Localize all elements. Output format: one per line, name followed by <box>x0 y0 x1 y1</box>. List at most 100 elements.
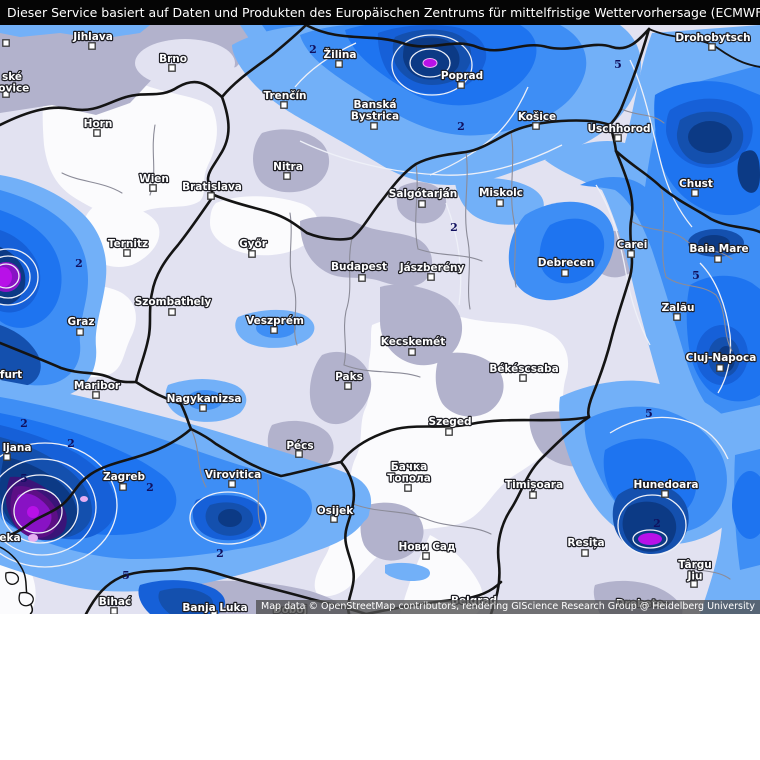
city-label: Budapest <box>331 261 387 273</box>
city-label: Virovitica <box>205 469 261 481</box>
contour-value-label: 5 <box>122 569 130 582</box>
city-label: Osijek <box>317 505 354 517</box>
city-marker <box>404 484 412 492</box>
snow-contour-lines <box>0 34 732 568</box>
city-label: Debrecen <box>538 257 594 269</box>
city-marker <box>532 122 540 130</box>
contour-value-label: 2 <box>75 257 83 270</box>
city-label: Resița <box>567 537 604 549</box>
city-marker <box>248 250 256 258</box>
city-label: Salgótarján <box>389 188 457 200</box>
city-marker <box>519 374 527 382</box>
city-label: Poprad <box>441 70 483 82</box>
city-marker <box>581 549 589 557</box>
city-marker <box>92 391 100 399</box>
city-label: eka <box>0 532 21 544</box>
city-label: Bratislava <box>182 181 242 193</box>
city-marker <box>708 43 716 51</box>
contour-labels: 2 5 2 2 2 5 2 2 5 2 2 5 5 2 <box>20 43 700 582</box>
secondary-borders <box>648 28 760 68</box>
coastline <box>0 546 34 614</box>
city-marker <box>529 491 537 499</box>
contour-value-label: 2 <box>653 517 661 530</box>
city-label: Uschhorod <box>587 123 650 135</box>
city-label: Jászberény <box>399 262 465 274</box>
service-banner-text: Dieser Service basiert auf Daten und Pro… <box>7 5 760 20</box>
city-label: Jiu <box>687 571 703 583</box>
city-label: Cluj-Napoca <box>686 352 757 364</box>
contour-value-label: 5 <box>645 407 653 420</box>
city-label: Jihlava <box>72 31 113 43</box>
city-marker <box>199 404 207 412</box>
city-label: Timișoara <box>505 479 563 491</box>
city-label: Wien <box>139 173 169 185</box>
city-marker <box>270 326 278 334</box>
city-marker <box>207 192 215 200</box>
admin-borders <box>61 108 733 580</box>
city-marker <box>690 580 698 588</box>
banat-snow-region <box>559 380 760 614</box>
city-label: Nagykanizsa <box>167 393 242 405</box>
city-label: Kecskemét <box>381 336 445 348</box>
city-label: Veszprém <box>246 315 304 327</box>
city-label: Banja Luka <box>182 602 247 614</box>
contour-value-label: 2 <box>20 417 28 430</box>
city-marker <box>716 364 724 372</box>
contour-value-label: 2 <box>457 120 465 133</box>
map-attribution: Map data © OpenStreetMap contributors, r… <box>256 600 760 614</box>
country-borders <box>0 25 760 614</box>
city-label: furt <box>0 369 22 381</box>
map-container: 2 5 2 2 2 5 2 2 5 2 2 5 5 2 Jihlava skéjovice Brno Žilin… <box>0 25 760 614</box>
city-marker <box>627 250 635 258</box>
city-marker <box>370 122 378 130</box>
slovakia-snow-region <box>232 25 641 225</box>
city-label: Chust <box>679 178 713 190</box>
city-marker <box>422 552 430 560</box>
contour-value-label: 2 <box>309 43 317 56</box>
city-label: Žilina <box>324 48 357 61</box>
city-marker <box>457 81 465 89</box>
city-marker <box>614 134 622 142</box>
city-label: ljana <box>3 442 32 454</box>
snow-depth-map: 2 5 2 2 2 5 2 2 5 2 2 5 5 2 Jihlava skéjovice Brno Žilin… <box>0 25 760 614</box>
city-label: Hunedoara <box>634 479 699 491</box>
city-marker <box>427 273 435 281</box>
city-marker <box>330 515 338 523</box>
contour-value-label: 2 <box>450 221 458 234</box>
contour-value-label: 5 <box>614 58 622 71</box>
carpathian-snow-region <box>545 25 760 455</box>
city-marker <box>3 453 11 461</box>
city-label: Zalău <box>662 302 695 314</box>
contour-value-label: 5 <box>20 472 28 485</box>
city-label: Bihać <box>99 596 131 608</box>
city-label: jovice <box>0 83 29 95</box>
city-label: Trenčín <box>263 90 306 102</box>
city-label: Győr <box>239 238 268 250</box>
city-label: Miskolc <box>479 187 523 199</box>
city-marker <box>561 269 569 277</box>
city-marker <box>418 200 426 208</box>
city-marker <box>2 39 10 47</box>
city-label: Banská <box>354 99 397 111</box>
city-marker <box>149 184 157 192</box>
city-label: Топола <box>387 473 431 485</box>
east-hungary-snow-region <box>508 201 615 301</box>
city-marker <box>123 249 131 257</box>
service-banner: Dieser Service basiert auf Daten und Pro… <box>0 0 760 25</box>
city-marker <box>408 348 416 356</box>
city-label: Maribor <box>74 380 121 392</box>
legend-panel: Schneehöhe (cm) Prognose für Di. 03.12.2… <box>0 614 760 760</box>
city-label: Baia Mare <box>689 243 748 255</box>
city-label: Ternitz <box>108 238 148 250</box>
city-marker <box>691 189 699 197</box>
city-marker <box>714 255 722 263</box>
city-marker <box>673 313 681 321</box>
city-marker <box>496 199 504 207</box>
city-label: ské <box>2 71 22 83</box>
city-label: Horn <box>84 118 113 130</box>
city-marker <box>661 490 669 498</box>
city-label: Graz <box>68 316 95 328</box>
city-label: Drohobytsch <box>675 32 750 44</box>
city-label: Târgu <box>678 559 712 571</box>
